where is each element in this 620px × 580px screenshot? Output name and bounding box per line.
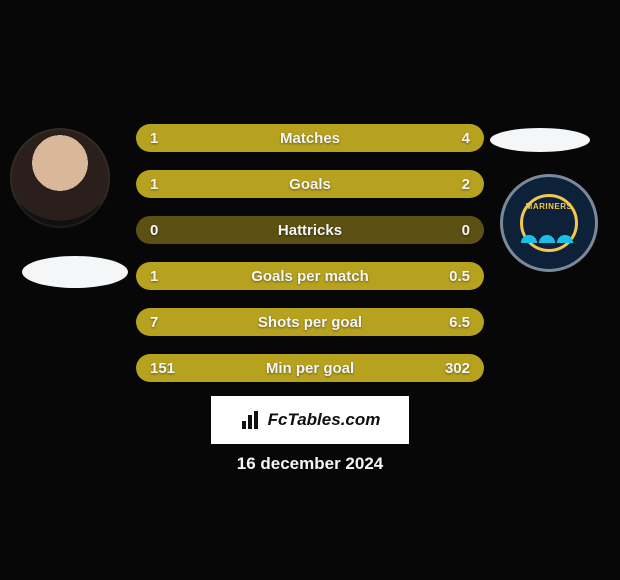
- stat-label: Shots per goal: [136, 308, 484, 336]
- mariners-wave-icon: [519, 225, 579, 243]
- stat-row: 76.5Shots per goal: [136, 308, 484, 336]
- bar-chart-icon: [240, 409, 262, 431]
- stat-label: Min per goal: [136, 354, 484, 382]
- date-text: 16 december 2024: [0, 454, 620, 474]
- stat-row: 00Hattricks: [136, 216, 484, 244]
- team-right-ellipse: [490, 128, 590, 152]
- player-left-avatar: [10, 128, 110, 228]
- stats-container: 14Matches 12Goals 00Hattricks 10.5Goals per…: [136, 124, 484, 400]
- stat-row: 10.5Goals per match: [136, 262, 484, 290]
- player-right-badge: MARINERS: [500, 174, 598, 272]
- stat-row: 14Matches: [136, 124, 484, 152]
- stat-label: Goals per match: [136, 262, 484, 290]
- stat-label: Matches: [136, 124, 484, 152]
- stat-label: Goals: [136, 170, 484, 198]
- watermark-banner: FcTables.com: [211, 396, 409, 444]
- mariners-badge-inner: MARINERS: [520, 194, 578, 252]
- stat-row: 151302Min per goal: [136, 354, 484, 382]
- watermark-text: FcTables.com: [268, 410, 381, 430]
- team-left-ellipse: [22, 256, 128, 288]
- stat-label: Hattricks: [136, 216, 484, 244]
- mariners-badge-text: MARINERS: [526, 203, 573, 211]
- stat-row: 12Goals: [136, 170, 484, 198]
